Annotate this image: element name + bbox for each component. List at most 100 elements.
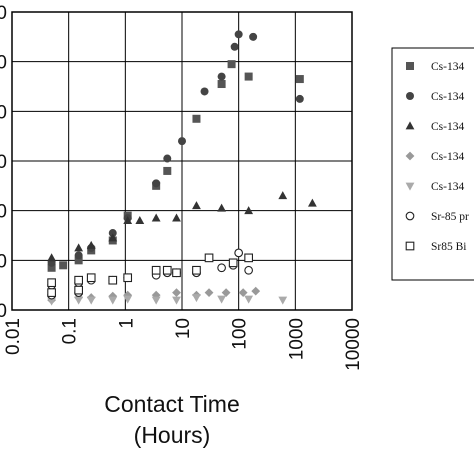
y-tick-label: 0 [0, 202, 7, 223]
data-point [152, 179, 161, 188]
legend-marker [405, 182, 415, 191]
data-point [108, 275, 118, 285]
data-point [163, 154, 172, 163]
data-point [204, 253, 214, 263]
legend-item: Sr-85 pr [405, 211, 469, 223]
legend-item: Cs-134 [405, 121, 464, 133]
data-point [151, 265, 161, 275]
data-point [86, 273, 96, 283]
legend-item: Cs-134 [405, 181, 464, 193]
data-point [74, 275, 83, 285]
legend-marker [405, 211, 415, 221]
data-point [244, 253, 253, 263]
data-point [192, 265, 201, 275]
data-point [123, 273, 133, 283]
x-tick-label: 0.01 [3, 318, 24, 355]
data-point [234, 30, 243, 39]
series-5 [47, 294, 288, 306]
data-point [249, 32, 258, 41]
data-point [172, 213, 181, 222]
data-point [278, 296, 288, 305]
data-point [74, 251, 83, 260]
data-points [47, 30, 317, 306]
data-point [59, 261, 68, 270]
data-point [251, 286, 261, 296]
data-point [162, 265, 172, 275]
data-point [178, 137, 186, 146]
data-point [204, 288, 214, 298]
legend-label: Cs-134 [431, 61, 464, 73]
y-tick-label: 0 [0, 152, 7, 173]
plot-area-border [11, 11, 353, 311]
data-point [47, 253, 57, 262]
data-point [217, 203, 227, 212]
legend-marker [405, 121, 415, 130]
legend-box [391, 47, 474, 281]
data-point [135, 216, 145, 224]
legend-label: Cs-134 [431, 181, 464, 193]
data-point [307, 198, 317, 207]
legend-item: Sr85 Bi [405, 241, 466, 253]
data-point [151, 296, 161, 305]
data-point [200, 87, 209, 96]
data-point [108, 296, 118, 305]
data-point [74, 285, 83, 295]
data-point [123, 295, 133, 304]
data-point [47, 263, 56, 272]
data-point [238, 288, 248, 298]
data-point [192, 114, 201, 123]
data-point [217, 263, 226, 273]
data-point [74, 243, 84, 252]
x-tick-label: 100 [230, 318, 251, 350]
x-tick-labels: 0.01 0.1 1 10 100 1000 10000 [3, 318, 364, 371]
x-tick-label: 1000 [286, 318, 307, 360]
data-point [192, 201, 201, 210]
legend-label: Cs-134 [431, 151, 464, 163]
legend-marker [405, 151, 415, 161]
data-point [47, 297, 57, 306]
data-point [47, 288, 56, 297]
legend-marker [405, 241, 415, 251]
data-point [230, 42, 239, 51]
y-tick-labels: 0 0 0 0 0 0 0 [0, 3, 7, 322]
data-point [151, 213, 161, 222]
x-axis-label-line2: (Hours) [134, 422, 211, 448]
x-tick-label: 10000 [343, 318, 364, 371]
data-point [244, 72, 253, 81]
data-point [295, 94, 304, 103]
y-tick-label: 0 [0, 53, 7, 74]
legend-label: Sr85 Bi [431, 241, 466, 253]
data-point [244, 206, 254, 215]
data-point [123, 216, 133, 224]
legend-item: Cs-134 [405, 151, 464, 163]
y-tick-label: 0 [0, 102, 7, 123]
series-7 [47, 253, 253, 297]
data-point [217, 72, 226, 81]
x-tick-label: 10 [173, 318, 194, 339]
data-point [221, 288, 231, 298]
data-point [278, 191, 288, 200]
data-point [86, 296, 96, 305]
x-tick-label: 1 [116, 318, 137, 329]
legend-label: Sr-85 pr [431, 211, 469, 223]
data-point [172, 268, 181, 278]
data-point [192, 294, 201, 303]
x-axis-label-line1: Contact Time [104, 391, 240, 417]
y-tick-label: 0 [0, 3, 7, 24]
data-point [86, 240, 96, 249]
series-3 [47, 191, 317, 262]
legend-marker [406, 62, 414, 70]
legend-label: Cs-134 [431, 91, 464, 103]
data-point [74, 296, 84, 305]
x-tick-label: 0.1 [60, 318, 81, 344]
legend-marker [406, 92, 414, 100]
legend: Cs-134 Cs-134 Cs-134 Cs-134 Cs-134 Sr-85 pr Sr… [391, 47, 474, 281]
legend-item: Cs-134 [406, 61, 464, 73]
data-point [217, 80, 226, 89]
data-point [217, 295, 227, 304]
data-point [172, 296, 181, 305]
data-point [227, 60, 236, 69]
data-point [47, 278, 56, 288]
data-point [295, 75, 304, 84]
